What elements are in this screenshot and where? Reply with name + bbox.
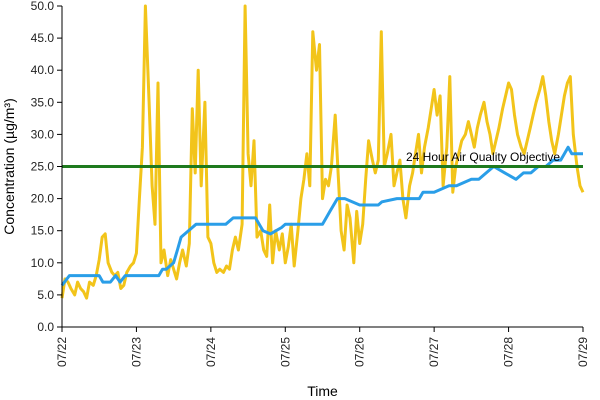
y-tick-label: 25.0 (31, 160, 55, 174)
rolling-average-line (60, 145, 583, 287)
y-tick-label: 45.0 (31, 31, 55, 45)
y-tick-label: 10.0 (31, 256, 55, 270)
y-tick-label: 0.0 (37, 320, 54, 334)
hourly-concentration-line (60, 4, 585, 300)
tick-marks: 0.0 5.0 10.0 15.0 20.0 25.0 30.0 35.0 40.0 45.0 50… (31, 0, 590, 367)
x-tick-label: 07/27 (427, 337, 441, 367)
y-tick-label: 35.0 (31, 95, 55, 109)
x-tick-label: 07/24 (204, 337, 218, 367)
y-tick-label: 50.0 (31, 0, 55, 13)
x-tick-label: 07/25 (278, 337, 292, 367)
y-tick-label: 30.0 (31, 127, 55, 141)
y-tick-label: 20.0 (31, 192, 55, 206)
x-tick-label: 07/23 (129, 337, 143, 367)
plot-area (60, 4, 585, 300)
x-tick-label: 07/28 (502, 337, 516, 367)
x-tick-label: 07/22 (55, 337, 69, 367)
x-tick-label: 07/26 (353, 337, 367, 367)
y-tick-label: 5.0 (37, 288, 54, 302)
objective-annotation: 24 Hour Air Quality Objective (406, 150, 560, 164)
x-axis-title: Time (307, 383, 338, 399)
y-tick-label: 40.0 (31, 63, 55, 77)
y-axis-title: Concentration (µg/m³) (1, 98, 17, 234)
x-tick-label: 07/29 (576, 337, 590, 367)
y-tick-label: 15.0 (31, 224, 55, 238)
